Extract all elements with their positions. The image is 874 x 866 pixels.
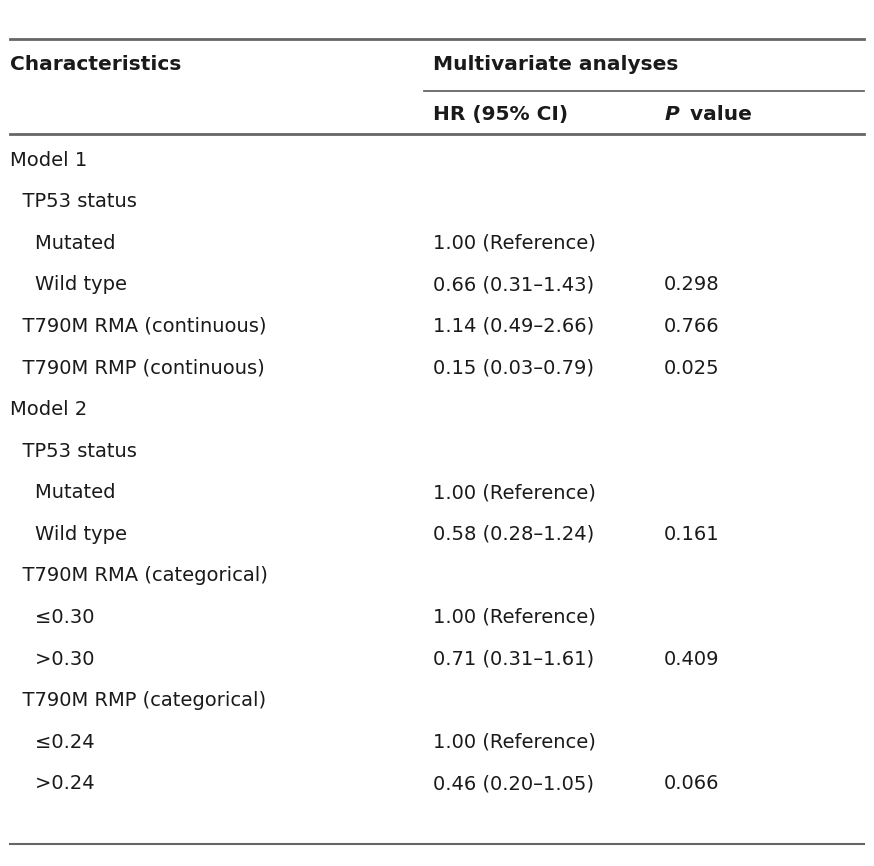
Text: T790M RMP (categorical): T790M RMP (categorical): [10, 691, 267, 710]
Text: Wild type: Wild type: [10, 525, 128, 544]
Text: T790M RMA (continuous): T790M RMA (continuous): [10, 317, 267, 336]
Text: T790M RMA (categorical): T790M RMA (categorical): [10, 566, 268, 585]
Text: 1.14 (0.49–2.66): 1.14 (0.49–2.66): [433, 317, 593, 336]
Text: >0.24: >0.24: [10, 774, 95, 793]
Text: ≤0.24: ≤0.24: [10, 733, 95, 752]
Text: 0.298: 0.298: [664, 275, 720, 294]
Text: TP53 status: TP53 status: [10, 192, 137, 211]
Text: Wild type: Wild type: [10, 275, 128, 294]
Text: 0.409: 0.409: [664, 650, 720, 669]
Text: 0.58 (0.28–1.24): 0.58 (0.28–1.24): [433, 525, 593, 544]
Text: 1.00 (Reference): 1.00 (Reference): [433, 733, 595, 752]
Text: Mutated: Mutated: [10, 234, 116, 253]
Text: Mutated: Mutated: [10, 483, 116, 502]
Text: Multivariate analyses: Multivariate analyses: [433, 55, 678, 74]
Text: 0.15 (0.03–0.79): 0.15 (0.03–0.79): [433, 359, 593, 378]
Text: >0.30: >0.30: [10, 650, 95, 669]
Text: P: P: [664, 105, 679, 124]
Text: ≤0.30: ≤0.30: [10, 608, 95, 627]
Text: Model 2: Model 2: [10, 400, 87, 419]
Text: 0.66 (0.31–1.43): 0.66 (0.31–1.43): [433, 275, 593, 294]
Text: 0.46 (0.20–1.05): 0.46 (0.20–1.05): [433, 774, 593, 793]
Text: HR (95% CI): HR (95% CI): [433, 105, 568, 124]
Text: 0.066: 0.066: [664, 774, 720, 793]
Text: 0.161: 0.161: [664, 525, 720, 544]
Text: TP53 status: TP53 status: [10, 442, 137, 461]
Text: value: value: [683, 105, 753, 124]
Text: 0.766: 0.766: [664, 317, 720, 336]
Text: 1.00 (Reference): 1.00 (Reference): [433, 483, 595, 502]
Text: T790M RMP (continuous): T790M RMP (continuous): [10, 359, 265, 378]
Text: Characteristics: Characteristics: [10, 55, 182, 74]
Text: 1.00 (Reference): 1.00 (Reference): [433, 608, 595, 627]
Text: 0.71 (0.31–1.61): 0.71 (0.31–1.61): [433, 650, 593, 669]
Text: Model 1: Model 1: [10, 151, 87, 170]
Text: 0.025: 0.025: [664, 359, 720, 378]
Text: 1.00 (Reference): 1.00 (Reference): [433, 234, 595, 253]
